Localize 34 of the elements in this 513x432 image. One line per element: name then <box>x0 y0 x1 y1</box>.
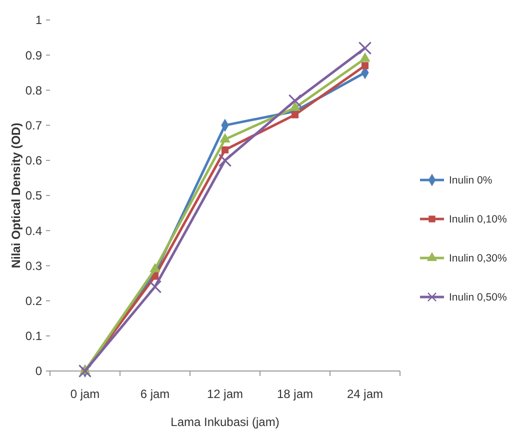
y-tick-label: 0.8 <box>25 83 42 98</box>
y-tick-label: 0.9 <box>25 48 42 62</box>
y-tick-label: 0 <box>35 364 42 378</box>
x-tick-label: 6 jam <box>140 387 170 401</box>
point <box>148 280 162 294</box>
point <box>150 263 160 272</box>
point <box>218 154 232 168</box>
point <box>290 102 300 111</box>
legend-label: Inulin 0% <box>449 174 492 187</box>
y-tick-label: 0.2 <box>25 294 42 308</box>
legend-label: Inulin 0,30% <box>449 252 507 265</box>
y-tick-label: 0.3 <box>25 258 42 273</box>
x-axis-title: Lama Inkubasi (jam) <box>170 415 280 429</box>
point <box>220 133 230 142</box>
y-tick-label: 0.6 <box>25 154 42 168</box>
point <box>360 52 370 62</box>
y-tick-label: 0.7 <box>25 118 42 132</box>
y-tick-label: 1 <box>35 13 42 28</box>
y-tick-label: 0.5 <box>25 188 42 203</box>
point <box>288 94 302 108</box>
point <box>78 364 92 378</box>
point <box>291 111 299 118</box>
x-tick-label: 24 jam <box>346 387 384 401</box>
y-axis-title: Nilai Optical Density (OD) <box>9 122 23 268</box>
x-tick-label: 0 jam <box>70 387 100 401</box>
point <box>221 146 229 154</box>
y-tick-label: 0.4 <box>25 224 42 238</box>
y-tick-label: 0.1 <box>25 329 42 344</box>
x-tick-label: 12 jam <box>206 387 244 401</box>
x-tick-label: 18 jam <box>276 387 314 401</box>
point <box>358 41 372 55</box>
legend-label: Inulin 0,50% <box>449 292 507 304</box>
point <box>361 62 369 70</box>
legend-label: Inulin 0,10% <box>449 214 507 226</box>
